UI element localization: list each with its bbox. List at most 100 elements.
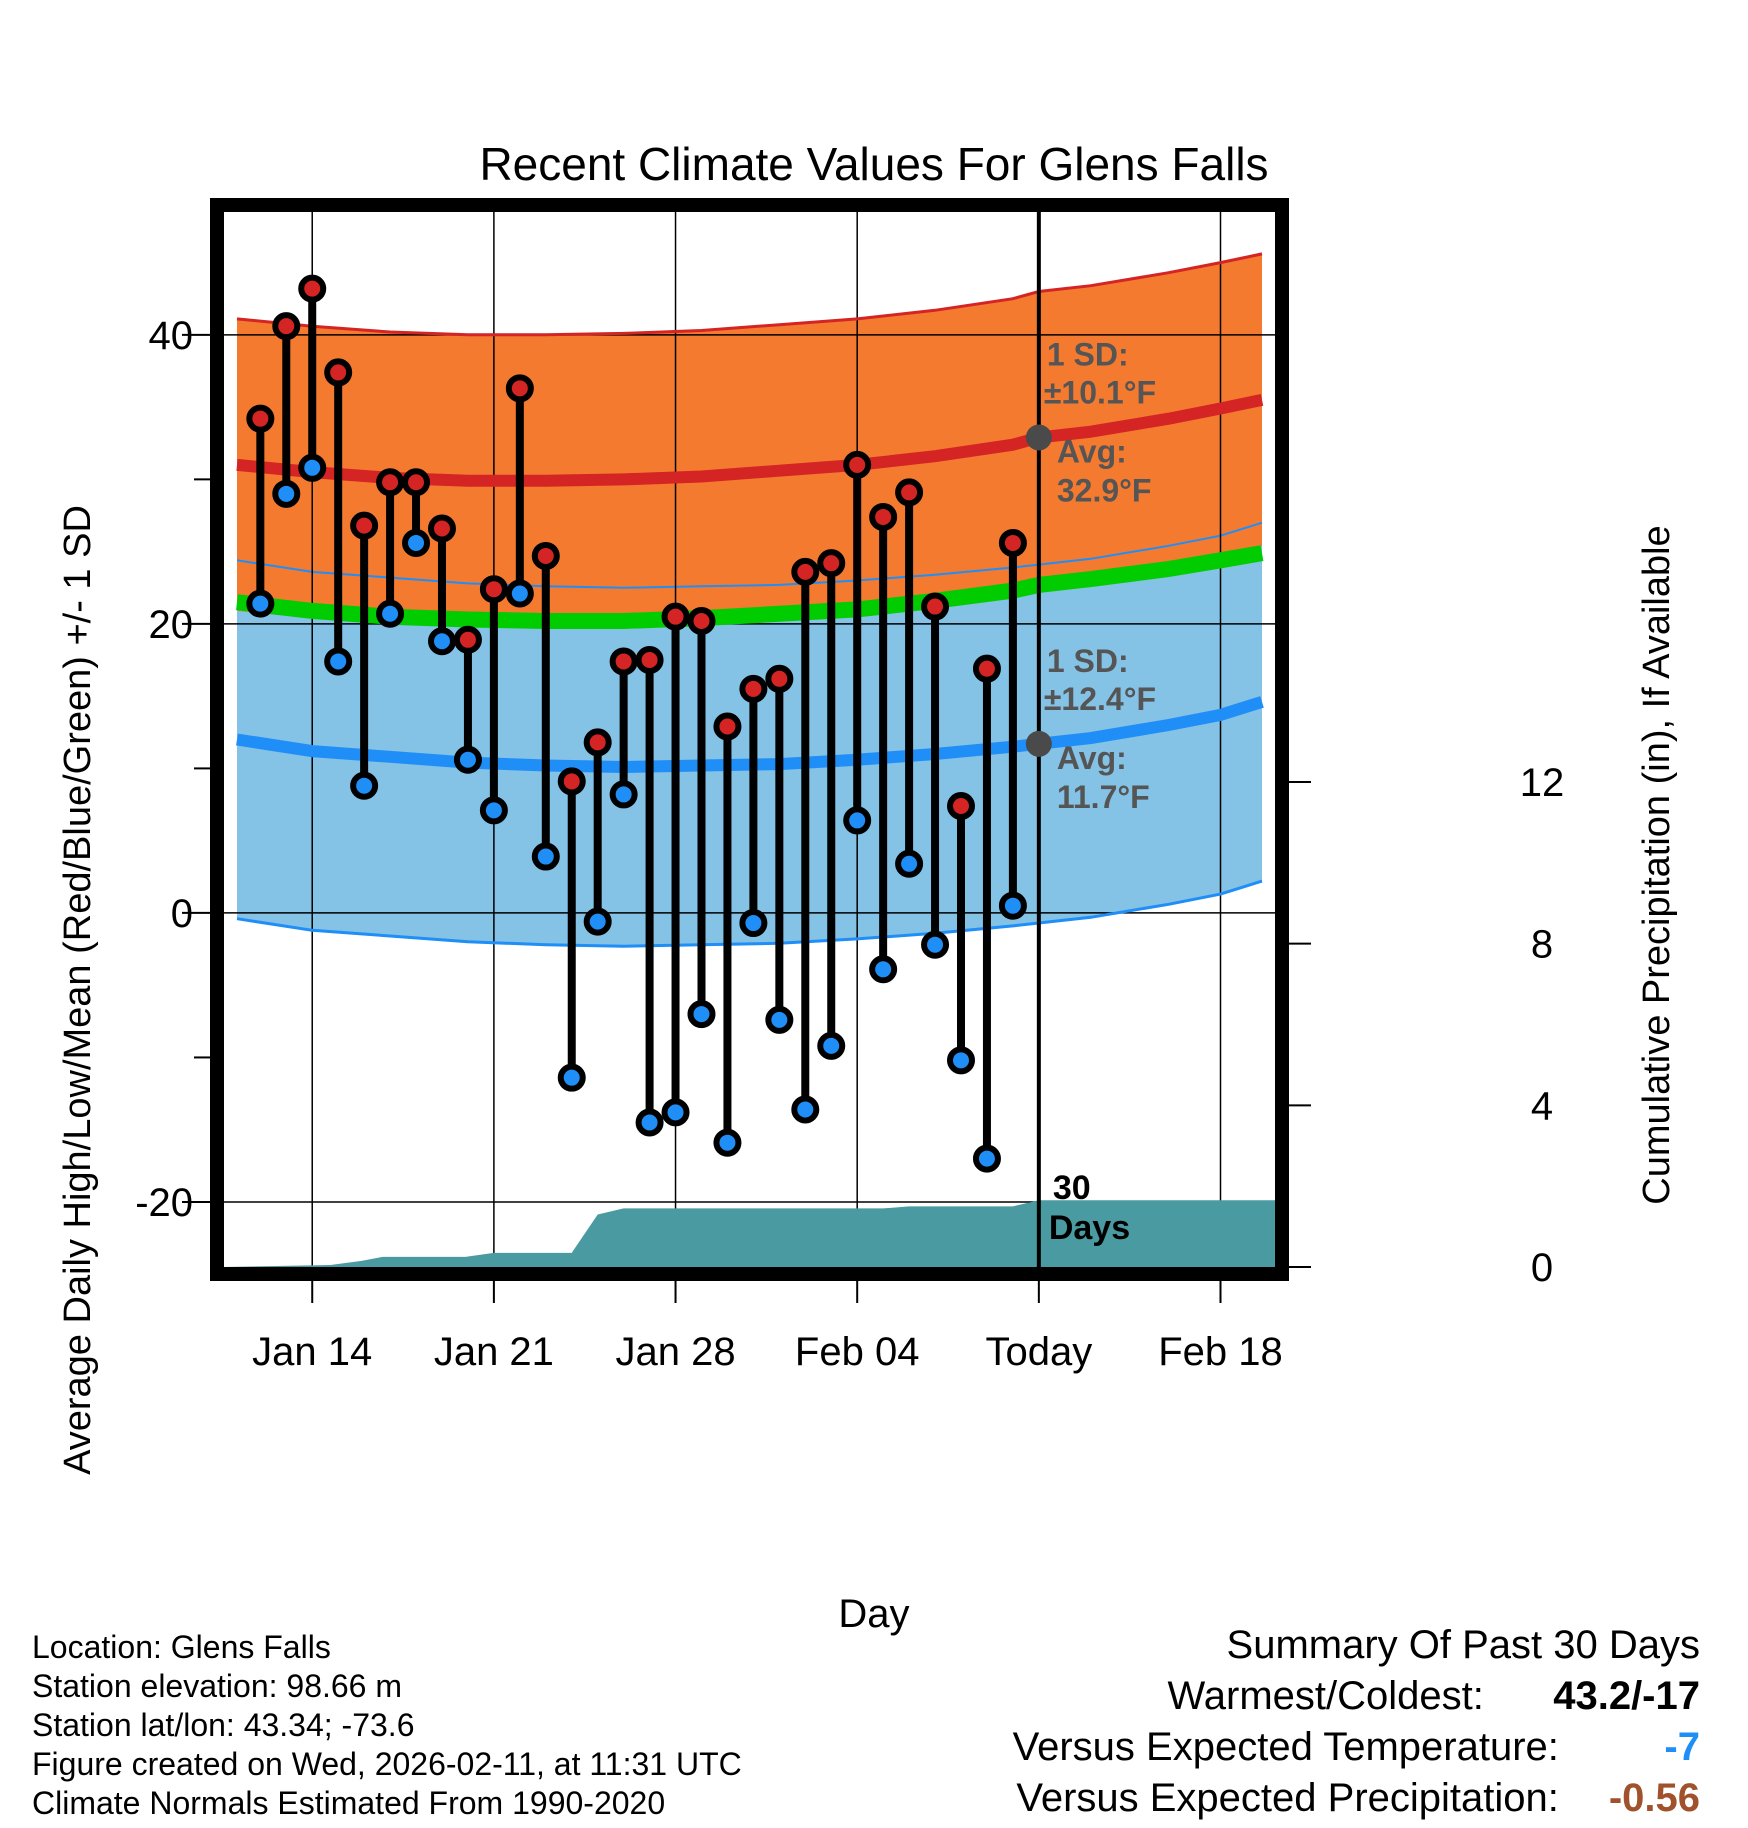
x-tick-label: Feb 04	[795, 1330, 920, 1374]
station-info: Location: Glens Falls Station elevation:…	[32, 1628, 742, 1823]
daily-high-point	[739, 674, 768, 703]
daily-low-point	[972, 1144, 1001, 1173]
x-tick-label: Today	[985, 1330, 1092, 1374]
low-band-lower-edge	[236, 879, 1263, 948]
daily-high-point	[713, 712, 742, 741]
daily-high-point	[272, 312, 301, 341]
daily-low-point	[817, 1031, 846, 1060]
daily-high-point	[324, 358, 353, 387]
daily-high-point	[453, 625, 482, 654]
normals-period: Climate Normals Estimated From 1990-2020	[32, 1785, 666, 1821]
x-tick-label: Feb 18	[1158, 1330, 1283, 1374]
high-avg-value: 32.9°F	[1057, 472, 1152, 508]
daily-low-point	[350, 771, 379, 800]
y2-tick-label: 4	[1531, 1084, 1553, 1128]
daily-high-point	[661, 602, 690, 631]
daily-low-point	[557, 1063, 586, 1092]
daily-high-point	[531, 541, 560, 570]
daily-low-point	[531, 842, 560, 871]
daily-high-point	[765, 664, 794, 693]
days-count: 30	[1053, 1169, 1091, 1207]
y2-tick-label: 12	[1520, 761, 1565, 805]
daily-high-point	[583, 728, 612, 757]
summary-precip-row: Versus Expected Precipitation: -0.56	[940, 1773, 1700, 1824]
high-sd-value: ±10.1°F	[1044, 374, 1156, 410]
daily-low-point	[324, 647, 353, 676]
daily-high-point	[817, 549, 846, 578]
y-tick-label: 20	[149, 603, 194, 647]
x-axis-label: Day	[838, 1592, 909, 1636]
daily-low-point	[376, 599, 405, 628]
y-tick-label: -20	[135, 1181, 193, 1225]
daily-high-point	[869, 502, 898, 531]
station-latlon: Station lat/lon: 43.34; -73.6	[32, 1707, 415, 1743]
daily-low-point	[946, 1046, 975, 1075]
high-sd-label: 1 SD:	[1047, 336, 1129, 372]
x-tick-label: Jan 21	[434, 1330, 554, 1374]
high-avg-marker	[1025, 424, 1052, 451]
precip-deviation-label: Versus Expected Precipitation:	[1016, 1776, 1559, 1820]
daily-low-point	[791, 1095, 820, 1124]
daily-high-point	[402, 468, 431, 497]
summary-title: Summary Of Past 30 Days	[1226, 1623, 1700, 1667]
daily-high-point	[635, 646, 664, 675]
daily-low-point	[869, 955, 898, 984]
daily-high-point	[376, 468, 405, 497]
daily-high-point	[557, 767, 586, 796]
daily-low-point	[895, 849, 924, 878]
daily-low-point	[635, 1108, 664, 1137]
high-avg-label: Avg:	[1057, 433, 1127, 469]
daily-low-point	[843, 806, 872, 835]
daily-low-point	[765, 1005, 794, 1034]
daily-high-point	[427, 514, 456, 543]
daily-high-point	[479, 575, 508, 604]
station-elevation: Station elevation: 98.66 m	[32, 1668, 403, 1704]
warmest-value: 43.2/-17	[1553, 1674, 1700, 1718]
x-tick-label: Jan 28	[615, 1330, 735, 1374]
summary-panel: Summary Of Past 30 Days Warmest/Coldest:…	[940, 1620, 1700, 1824]
y-tick-label: 0	[171, 892, 193, 936]
days-label: Days	[1049, 1209, 1130, 1247]
daily-high-point	[998, 528, 1027, 557]
daily-high-point	[843, 450, 872, 479]
low-avg-marker	[1025, 730, 1052, 757]
y-tick-label: 40	[149, 314, 194, 358]
summary-temp-row: Versus Expected Temperature: -7	[940, 1722, 1700, 1773]
precip-area	[224, 1200, 1275, 1267]
daily-low-point	[427, 627, 456, 656]
daily-low-point	[998, 891, 1027, 920]
daily-high-point	[687, 606, 716, 635]
x-tick-label: Jan 14	[252, 1330, 372, 1374]
high-band-upper-edge	[236, 252, 1263, 337]
daily-high-point	[609, 647, 638, 676]
y-axis-label: Average Daily High/Low/Mean (Red/Blue/Gr…	[57, 505, 99, 1475]
low-sd-label: 1 SD:	[1047, 643, 1129, 679]
y2-tick-label: 8	[1531, 923, 1553, 967]
mean-normal-line	[236, 545, 1264, 629]
low-sd-value: ±12.4°F	[1044, 681, 1156, 717]
low-normal-line	[236, 696, 1264, 774]
daily-low-point	[272, 479, 301, 508]
daily-low-point	[921, 930, 950, 959]
daily-high-point	[921, 592, 950, 621]
daily-low-point	[246, 589, 275, 618]
low-band-upper-edge	[236, 521, 1263, 589]
daily-high-point	[946, 791, 975, 820]
daily-low-point	[583, 907, 612, 936]
precip-deviation-value: -0.56	[1608, 1776, 1700, 1820]
daily-high-point	[505, 374, 534, 403]
daily-high-point	[246, 404, 275, 433]
y2-axis-label: Cumulative Precipitation (in), If Availa…	[1636, 525, 1678, 1204]
figure-created: Figure created on Wed, 2026-02-11, at 11…	[32, 1746, 742, 1782]
daily-high-point	[298, 274, 327, 303]
temp-deviation-value: -7	[1664, 1725, 1700, 1769]
daily-low-point	[713, 1128, 742, 1157]
daily-low-point	[739, 909, 768, 938]
daily-low-point	[298, 453, 327, 482]
daily-low-point	[479, 796, 508, 825]
daily-low-point	[505, 579, 534, 608]
daily-high-point	[972, 654, 1001, 683]
summary-warmest-row: Warmest/Coldest: 43.2/-17	[940, 1671, 1701, 1722]
daily-low-point	[453, 745, 482, 774]
